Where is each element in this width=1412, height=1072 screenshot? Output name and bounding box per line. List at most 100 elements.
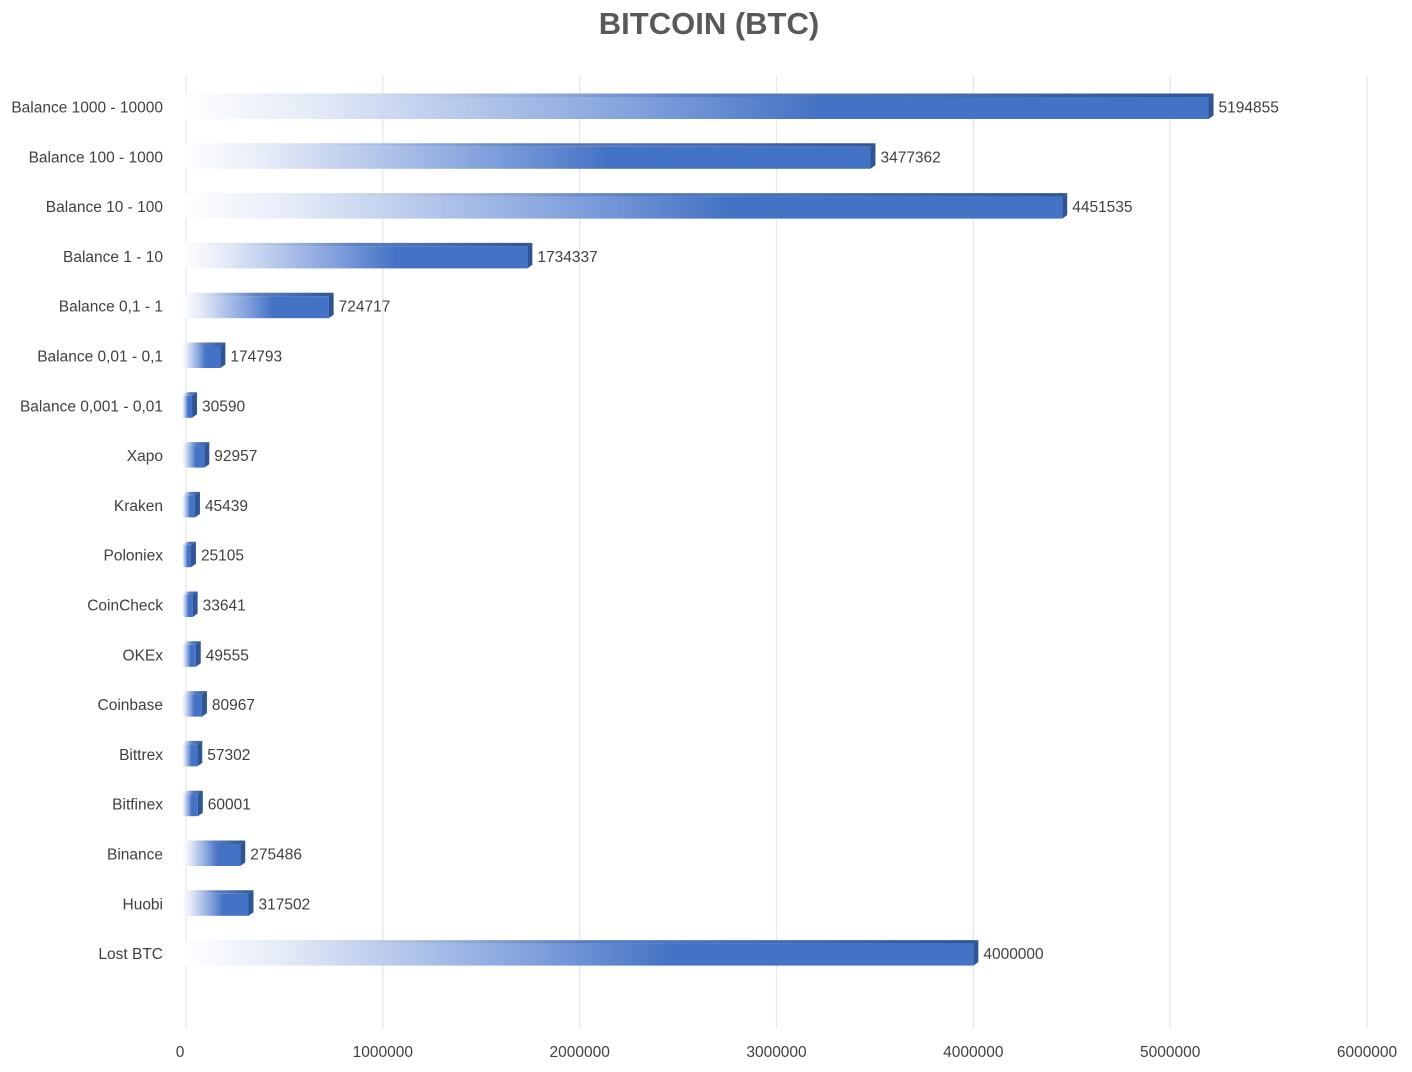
- category-label: Coinbase: [98, 697, 164, 714]
- bar: [182, 492, 200, 518]
- x-tick-label: 0: [176, 1044, 185, 1061]
- data-label: 45439: [205, 498, 248, 515]
- data-label: 92957: [214, 448, 257, 465]
- bar-front-face: [182, 396, 192, 418]
- category-label: Balance 0,001 - 0,01: [20, 398, 163, 415]
- data-label: 25105: [201, 548, 244, 565]
- gridlines: [186, 76, 1367, 1028]
- bar-top-face: [182, 94, 1214, 98]
- bar-front-face: [182, 197, 1062, 219]
- bar: [182, 940, 978, 966]
- bar: [182, 143, 875, 169]
- bar-side-face: [196, 641, 201, 667]
- category-label: OKEx: [123, 647, 164, 664]
- bar-front-face: [182, 97, 1209, 119]
- data-label: 33641: [203, 598, 246, 615]
- x-tick-label: 5000000: [1140, 1044, 1201, 1061]
- bar-side-face: [197, 741, 202, 767]
- bar-side-face: [193, 592, 198, 618]
- bar-side-face: [527, 243, 532, 269]
- bar-front-face: [182, 495, 195, 517]
- data-label: 4451535: [1072, 199, 1132, 216]
- bar-top-face: [182, 343, 225, 347]
- bar: [182, 442, 209, 468]
- data-labels: 5194855 3477362 4451535 1734337 724717 174793…: [201, 100, 1279, 964]
- category-label: Balance 0,1 - 1: [59, 299, 163, 316]
- data-label: 4000000: [983, 946, 1044, 963]
- data-label: 317502: [258, 896, 310, 913]
- bar: [182, 343, 225, 369]
- bar: [182, 841, 245, 867]
- category-label: Balance 10 - 100: [46, 199, 164, 216]
- bar-front-face: [182, 844, 240, 866]
- bar-top-face: [182, 293, 334, 297]
- bar-side-face: [198, 791, 203, 817]
- data-label: 3477362: [880, 149, 940, 166]
- bar-side-face: [1062, 193, 1067, 219]
- data-label: 275486: [250, 847, 302, 864]
- bar-front-face: [182, 147, 870, 169]
- bar-front-face: [182, 446, 204, 468]
- category-label: Bittrex: [119, 747, 163, 764]
- bar: [182, 691, 207, 717]
- data-label: 724717: [339, 299, 391, 316]
- category-label: Kraken: [114, 498, 163, 515]
- bar-front-face: [182, 944, 973, 966]
- bar-front-face: [182, 645, 196, 667]
- bar: [182, 293, 334, 319]
- bars: [182, 94, 1214, 966]
- bar: [182, 542, 196, 568]
- category-label: Huobi: [123, 896, 164, 913]
- category-label: Binance: [107, 847, 163, 864]
- data-label: 60001: [208, 797, 251, 814]
- data-label: 174793: [230, 349, 282, 366]
- bar-front-face: [182, 595, 193, 617]
- bar-top-face: [182, 841, 245, 845]
- category-label: Balance 1 - 10: [63, 249, 163, 266]
- bar-top-face: [182, 143, 875, 147]
- category-axis-labels: Balance 1000 - 10000 Balance 100 - 1000 Ba…: [11, 100, 163, 964]
- category-label: Bitfinex: [112, 797, 163, 814]
- bar: [182, 94, 1214, 120]
- bar-side-face: [202, 691, 207, 717]
- bar: [182, 641, 201, 667]
- bar-side-face: [240, 841, 245, 867]
- bar-front-face: [182, 695, 202, 717]
- data-label: 5194855: [1219, 100, 1279, 117]
- bar-side-face: [220, 343, 225, 369]
- bar-side-face: [204, 442, 209, 468]
- data-label: 80967: [212, 697, 255, 714]
- bar: [182, 890, 253, 916]
- bar: [182, 791, 203, 817]
- bar: [182, 243, 532, 269]
- x-tick-label: 1000000: [353, 1044, 414, 1061]
- bar-side-face: [192, 392, 197, 418]
- bar-side-face: [1209, 94, 1214, 120]
- bar-top-face: [182, 193, 1067, 197]
- bar-side-face: [973, 940, 978, 966]
- bar-front-face: [182, 894, 248, 916]
- bar-side-face: [870, 143, 875, 169]
- bar-side-face: [329, 293, 334, 319]
- category-label: Balance 100 - 1000: [29, 149, 164, 166]
- category-label: Lost BTC: [98, 946, 163, 963]
- bar: [182, 392, 197, 418]
- bar-front-face: [182, 545, 191, 567]
- bar-side-face: [191, 542, 196, 568]
- data-label: 1734337: [537, 249, 597, 266]
- bar-side-face: [195, 492, 200, 518]
- x-tick-label: 6000000: [1337, 1044, 1398, 1061]
- bar-front-face: [182, 296, 329, 318]
- x-tick-label: 4000000: [943, 1044, 1004, 1061]
- data-label: 57302: [207, 747, 250, 764]
- category-label: Poloniex: [104, 548, 164, 565]
- bar: [182, 193, 1067, 219]
- bar-top-face: [182, 243, 532, 247]
- value-axis-ticks: 0 1000000 2000000 3000000 4000000 5000000 6000…: [176, 1044, 1398, 1061]
- category-label: Balance 0,01 - 0,1: [37, 349, 163, 366]
- x-tick-label: 3000000: [746, 1044, 807, 1061]
- bar: [182, 592, 198, 618]
- bar-front-face: [182, 744, 197, 766]
- chart-title: BITCOIN (BTC): [599, 6, 819, 41]
